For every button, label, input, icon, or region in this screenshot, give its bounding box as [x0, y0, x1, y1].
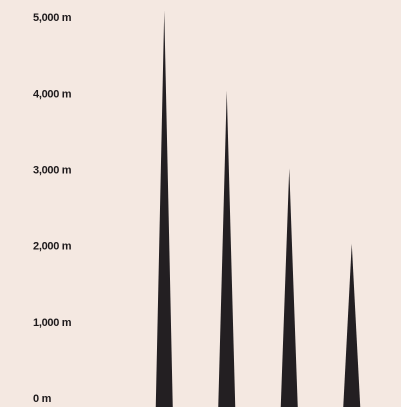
- spike: [218, 90, 236, 407]
- y-tick-label: 0 m: [33, 393, 52, 405]
- y-tick-label: 1,000 m: [33, 317, 72, 329]
- spike: [280, 168, 298, 407]
- y-tick-label: 2,000 m: [33, 241, 72, 253]
- spike: [343, 243, 361, 407]
- y-tick-label: 4,000 m: [33, 88, 72, 100]
- y-tick-label: 3,000 m: [33, 164, 72, 176]
- spike: [155, 10, 173, 407]
- y-tick-label: 5,000 m: [33, 12, 72, 24]
